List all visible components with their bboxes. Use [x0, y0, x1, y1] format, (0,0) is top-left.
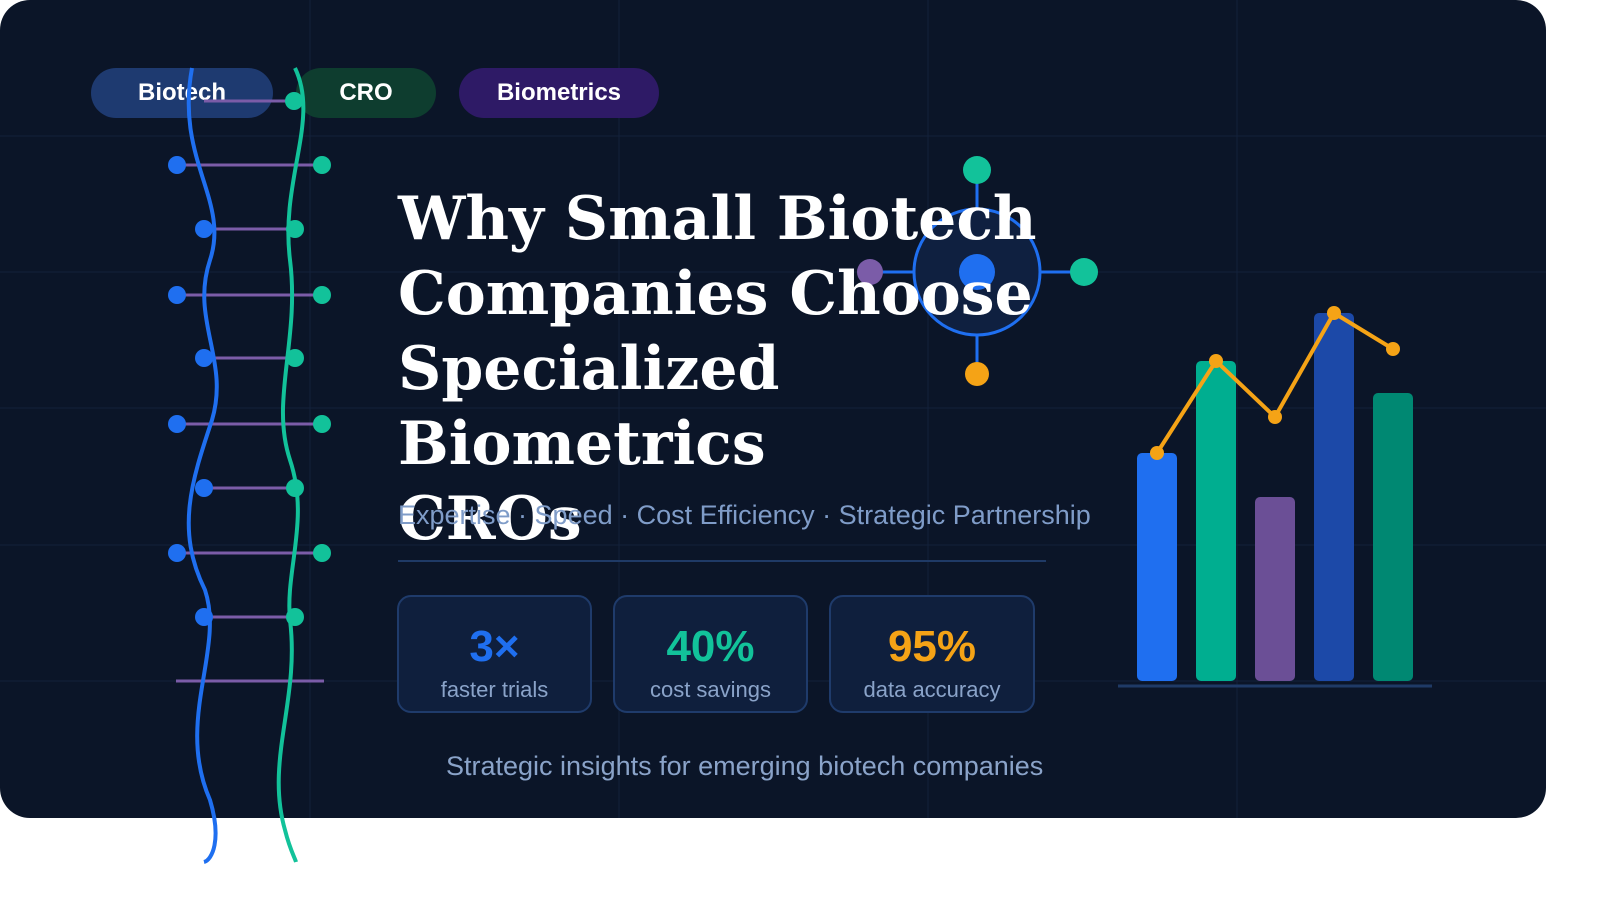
page-title: Why Small Biotech Companies Choose Speci…	[398, 184, 1037, 554]
stat-value: 95%	[887, 622, 977, 671]
stat-label: data accuracy	[863, 677, 1001, 702]
tag-biotech: Biotech	[91, 68, 273, 118]
tag-cro: CRO	[296, 68, 436, 118]
dna-helix-icon	[168, 67, 331, 864]
footer-tagline: Strategic insights for emerging biotech …	[446, 751, 1044, 781]
chart-point	[1209, 354, 1223, 368]
chart-trend-line	[1155, 311, 1395, 455]
chart-point	[1386, 342, 1400, 356]
stat-label: cost savings	[649, 677, 772, 702]
divider	[398, 560, 1046, 562]
chart-bar	[1137, 453, 1177, 681]
stat-card-cost-savings: 40% cost savings	[613, 595, 808, 713]
bar-line-chart	[1118, 306, 1432, 688]
chart-bar	[1196, 361, 1236, 681]
stat-label: faster trials	[440, 677, 549, 702]
chart-bar	[1314, 313, 1354, 681]
tag-biometrics: Biometrics	[459, 68, 659, 118]
chart-bar	[1373, 393, 1413, 681]
chart-point	[1268, 410, 1282, 424]
molecule-icon	[857, 156, 1098, 386]
chart-bar	[1255, 497, 1295, 681]
stat-card-data-accuracy: 95% data accuracy	[829, 595, 1035, 713]
stat-card-faster-trials: 3× faster trials	[397, 595, 592, 713]
chart-point	[1150, 446, 1164, 460]
stat-value: 3×	[469, 622, 520, 671]
chart-point	[1327, 306, 1341, 320]
subtitle: Expertise · Speed · Cost Efficiency · St…	[398, 500, 1091, 530]
stat-value: 40%	[666, 622, 755, 671]
